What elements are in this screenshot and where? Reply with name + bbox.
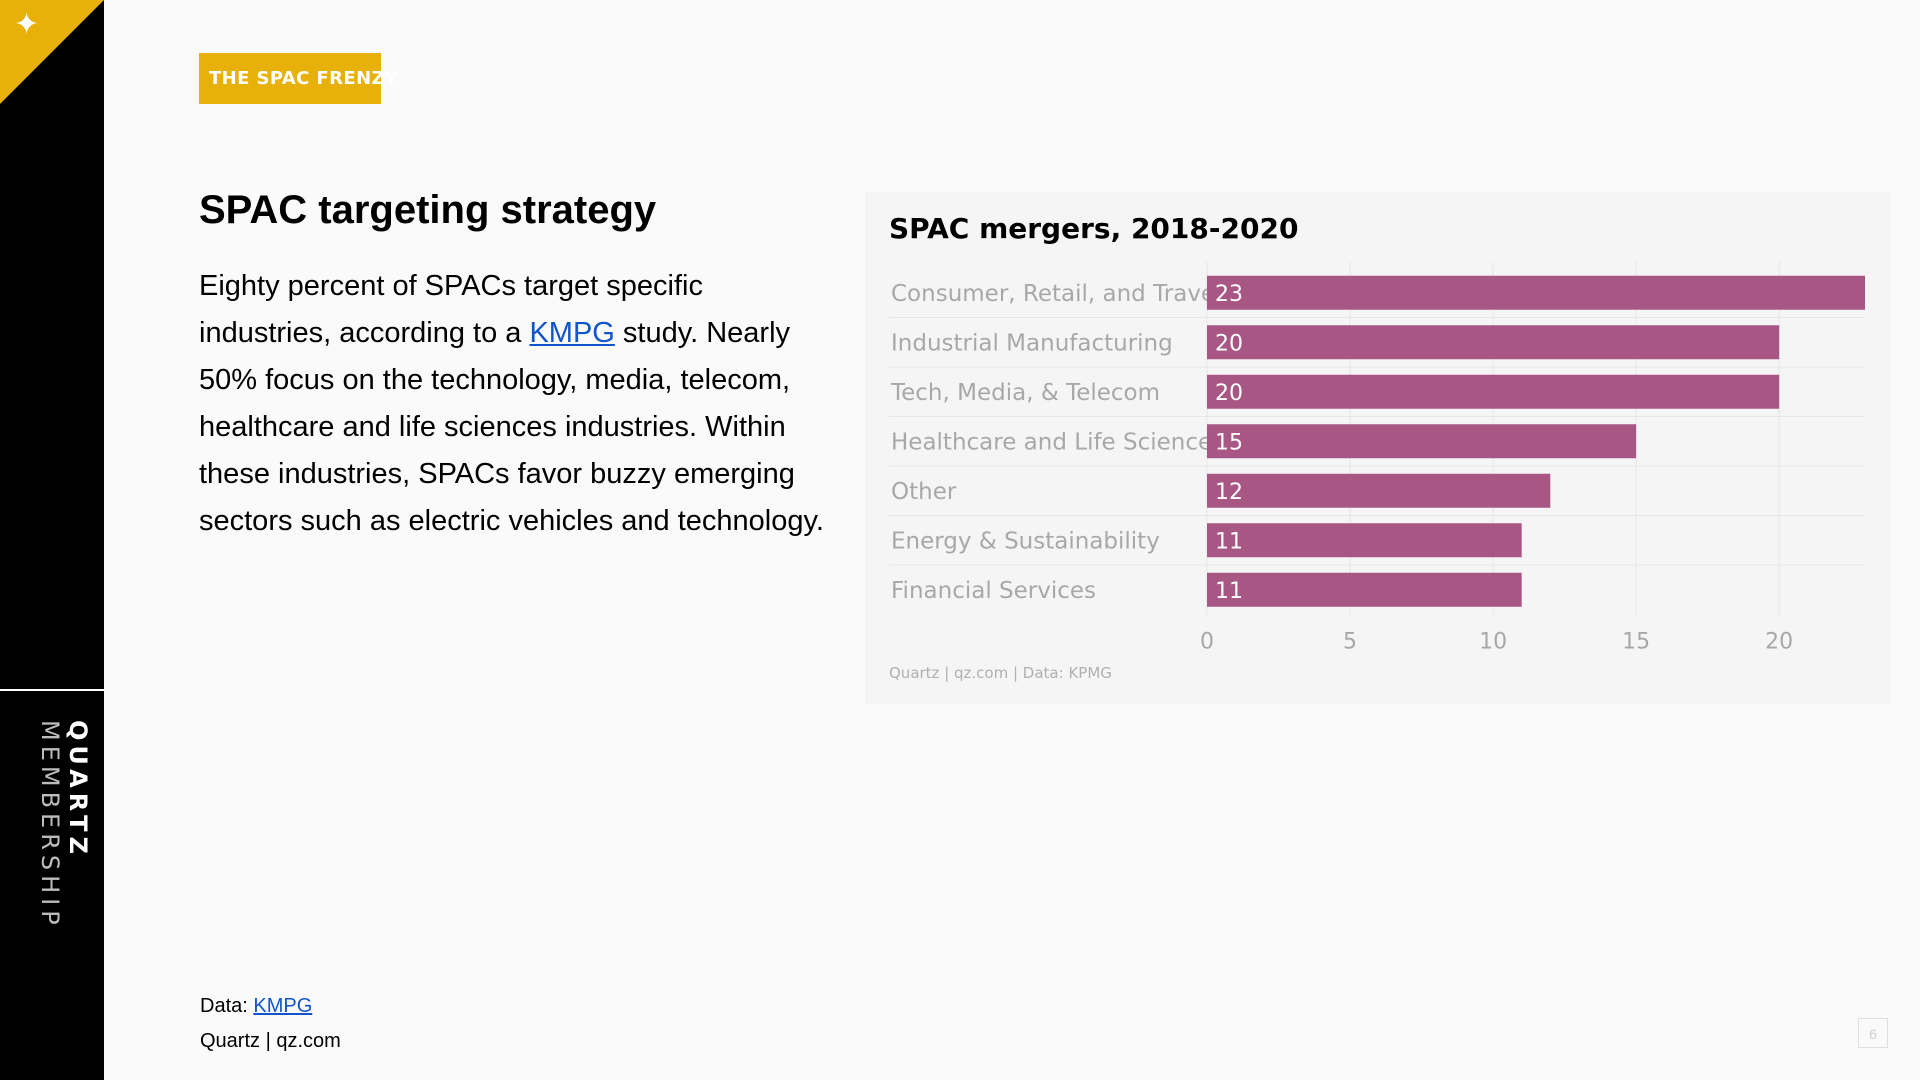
bar	[1207, 473, 1551, 508]
tick-label: 15	[1622, 630, 1650, 651]
tick-label: 10	[1479, 630, 1507, 651]
sidebar: ✦ QUARTZ MEMBERSHIP	[0, 0, 104, 1080]
footer-data: Data: KMPG	[200, 995, 312, 1018]
data-label: 11	[1215, 579, 1243, 604]
chart-source: Quartz | qz.com | Data: KPMG	[889, 664, 1112, 682]
brand-light: MEMBERSHIP	[36, 720, 64, 930]
category-label: Financial Services	[891, 578, 1096, 604]
kmpg-link[interactable]: KMPG	[529, 317, 615, 349]
tick-label: 5	[1343, 630, 1357, 651]
body-text: Eighty percent of SPACs target specific …	[199, 263, 839, 545]
brand-strong: QUARTZ	[64, 720, 92, 859]
footer-data-label: Data:	[200, 995, 254, 1017]
bar	[1207, 523, 1522, 558]
tick-label: 0	[1200, 630, 1214, 651]
category-label: Consumer, Retail, and Travel	[891, 281, 1221, 307]
category-label: Other	[891, 479, 957, 505]
body-part-1: Eighty percent of SPACs target specific …	[199, 270, 703, 349]
category-label: Tech, Media, & Telecom	[890, 380, 1160, 406]
data-label: 20	[1215, 381, 1243, 406]
data-label: 20	[1215, 331, 1243, 356]
page-number: 6	[1858, 1018, 1888, 1048]
data-label: 23	[1215, 282, 1243, 307]
data-label: 11	[1215, 529, 1243, 554]
body-part-2: study. Nearly 50% focus on the technolog…	[199, 317, 824, 537]
brand-logo: QUARTZ MEMBERSHIP	[36, 720, 92, 1080]
sidebar-divider	[0, 689, 104, 691]
tick-label: 20	[1765, 630, 1793, 651]
bar	[1207, 374, 1780, 409]
corner-accent	[0, 0, 104, 104]
data-label: 12	[1215, 480, 1243, 505]
chart-title: SPAC mergers, 2018-2020	[889, 212, 1299, 245]
category-label: Energy & Sustainability	[891, 528, 1160, 554]
section-tag: THE SPAC FRENZY	[199, 53, 398, 104]
footer-kmpg-link[interactable]: KMPG	[253, 995, 313, 1017]
data-label: 15	[1215, 430, 1243, 455]
slide-title: SPAC targeting strategy	[199, 188, 657, 232]
bar	[1207, 325, 1780, 360]
category-label: Healthcare and Life Sciences	[891, 429, 1224, 455]
bar	[1207, 424, 1637, 459]
category-label: Industrial Manufacturing	[891, 330, 1173, 356]
footer-credit: Quartz | qz.com	[200, 1030, 341, 1052]
bar	[1207, 275, 1865, 310]
bar	[1207, 572, 1522, 607]
star-icon: ✦	[14, 7, 40, 42]
